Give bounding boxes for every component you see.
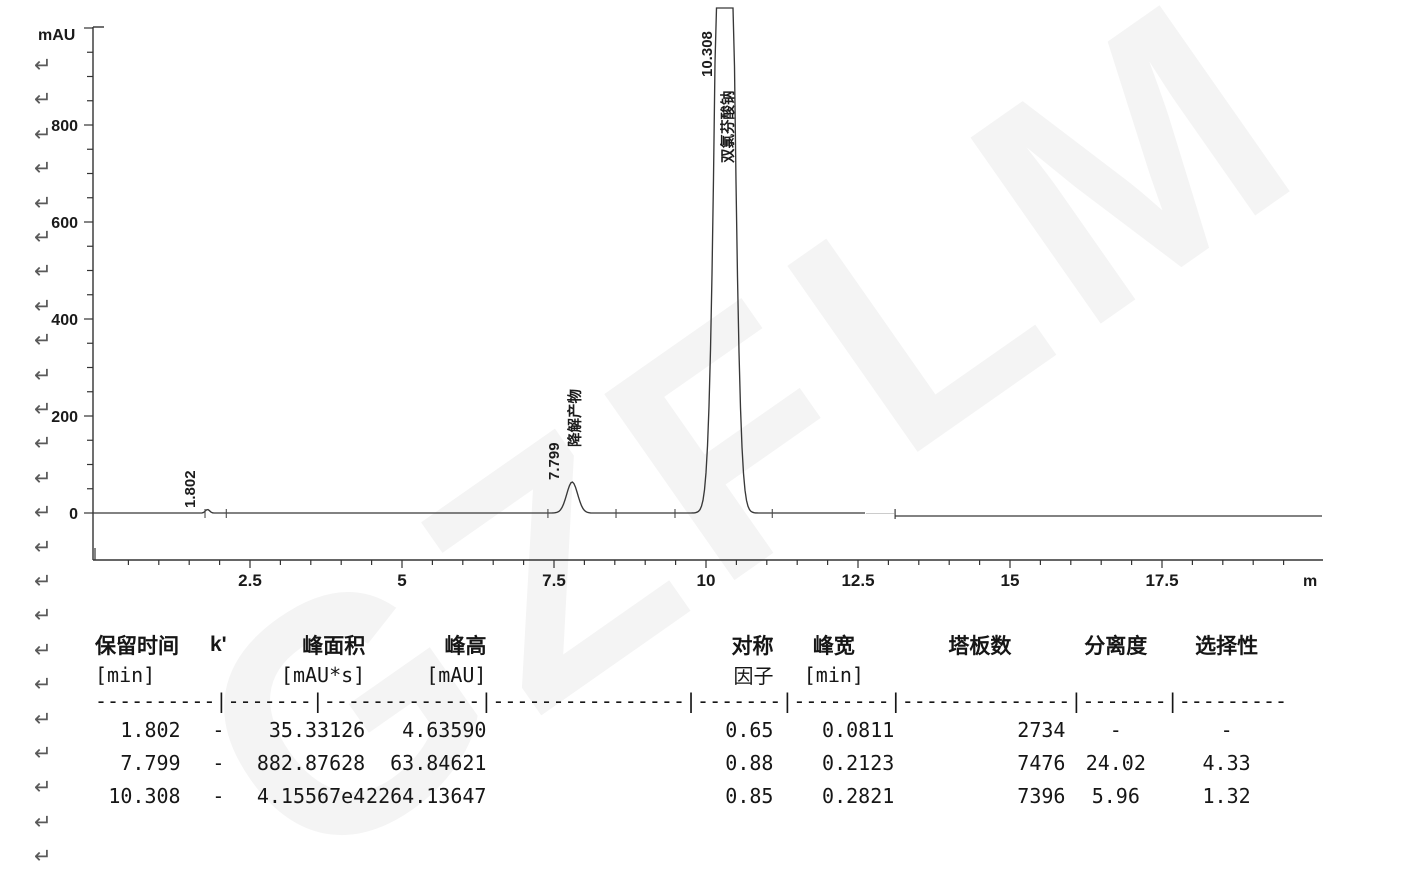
- table-row-1-cell-0: 7.799: [120, 750, 181, 775]
- return-mark: ↵: [34, 844, 52, 869]
- table-row-0-cell-3: 4.63590: [402, 717, 487, 742]
- peak-compound-label: 双氯芬酸钠: [720, 90, 737, 164]
- return-mark: ↵: [34, 293, 52, 318]
- table-row-0-cell-0: 1.802: [120, 717, 181, 742]
- peak-results-table: 保留时间 k' 峰面积 峰高 对称 峰宽 塔板数 分离度 选择性 [min] [mAU*s] [mAU…: [95, 630, 1287, 812]
- col-unit-1: [181, 660, 257, 689]
- table-row-2-cell-8: 1.32: [1202, 783, 1251, 808]
- return-mark: ↵: [34, 259, 52, 284]
- col-unit-2: [mAU*s]: [280, 662, 366, 687]
- y-tick-label: 200: [51, 409, 78, 426]
- y-tick-label: 0: [69, 506, 78, 523]
- col-unit-4: 因子: [733, 664, 774, 688]
- x-tick-label: 7.5: [542, 571, 566, 590]
- return-mark: ↵: [34, 465, 52, 490]
- x-tick-label: 12.5: [841, 571, 874, 590]
- table-row-2-cell-4: 0.85: [725, 783, 774, 808]
- table-row-1-cell-7: 24.02: [1085, 750, 1146, 775]
- col-unit-6: [894, 660, 1065, 689]
- table-row-1-cell-3: 63.84621: [390, 750, 487, 775]
- col-header-1: k': [209, 633, 227, 656]
- margin-return-marks: ↵ ↵ ↵ ↵ ↵ ↵ ↵ ↵ ↵ ↵ ↵ ↵ ↵ ↵ ↵ ↵ ↵ ↵ ↵ ↵ ↵ ↵ ↵ ↵: [0, 0, 70, 879]
- col-header-7: 分离度: [1084, 635, 1148, 658]
- chromatogram-trace: [93, 7, 865, 514]
- return-mark: ↵: [34, 362, 52, 387]
- x-tick-label: 2.5: [238, 571, 262, 590]
- col-unit-8: [1166, 660, 1287, 689]
- y-tick-label: 400: [51, 312, 78, 329]
- return-mark: ↵: [34, 569, 52, 593]
- return-mark: ↵: [34, 121, 52, 146]
- return-mark: ↵: [34, 603, 52, 628]
- return-mark: ↵: [34, 328, 52, 353]
- table-row-0-cell-7: -: [1109, 717, 1122, 742]
- x-axis-unit-label: m: [1303, 573, 1317, 590]
- peak-label-layer: 1.802 7.799 降解产物 10.308 双氯芬酸钠: [181, 31, 737, 508]
- chromatogram-plot: 0 200 400 600 800 mAU 2.5 5 7.5 10 12.5 15 17.5 m: [38, 7, 1323, 590]
- table-row-0-cell-8: -: [1220, 717, 1233, 742]
- col-header-5: 峰宽: [812, 635, 855, 658]
- col-header-8: 选择性: [1195, 635, 1259, 658]
- return-mark: ↵: [34, 87, 52, 112]
- x-tick-label: 10: [697, 571, 716, 590]
- col-header-3: 峰高: [444, 635, 487, 658]
- y-tick-label: 800: [51, 118, 78, 135]
- return-mark: ↵: [34, 397, 52, 421]
- return-mark: ↵: [34, 706, 52, 731]
- return-mark: ↵: [34, 809, 52, 834]
- table-row-2-cell-0: 10.308: [108, 783, 181, 808]
- return-mark: ↵: [34, 156, 52, 181]
- col-header-2: 峰面积: [302, 635, 366, 658]
- return-mark: ↵: [34, 190, 52, 215]
- col-header-0: 保留时间: [95, 635, 179, 658]
- col-unit-7: [1065, 660, 1166, 689]
- return-mark: ↵: [34, 500, 52, 525]
- table-row-1-cell-1: -: [212, 750, 225, 775]
- return-mark: ↵: [34, 225, 52, 249]
- table-row-1-cell-6: 7476: [1017, 750, 1066, 775]
- table-row-0-cell-2: 35.33126: [268, 717, 366, 742]
- return-mark: ↵: [34, 53, 52, 77]
- table-row-2-cell-3: 2264.13647: [366, 783, 487, 808]
- table-row-0-cell-6: 2734: [1017, 717, 1066, 742]
- table-row-1-cell-2: 882.87628: [256, 750, 366, 775]
- table-row-1-cell-4: 0.88: [725, 750, 774, 775]
- x-tick-label: 15: [1001, 571, 1020, 590]
- y-axis-unit-label: mAU: [38, 27, 75, 44]
- return-mark: ↵: [34, 775, 52, 800]
- col-unit-0: [min]: [95, 662, 156, 687]
- col-header-6: 塔板数: [948, 635, 1012, 658]
- y-tick-label: 600: [51, 215, 78, 232]
- col-unit-5: [min]: [803, 662, 864, 687]
- col-header-4: 对称: [731, 635, 774, 658]
- return-mark: ↵: [34, 534, 52, 559]
- x-tick-label: 17.5: [1145, 571, 1178, 590]
- return-mark: ↵: [34, 431, 52, 456]
- table-row-2-cell-7: 5.96: [1091, 783, 1140, 808]
- peak-rt-label: 7.799: [546, 442, 564, 481]
- return-mark: ↵: [34, 672, 52, 697]
- table-row-0-cell-4: 0.65: [725, 717, 774, 742]
- table-row-2-cell-1: -: [212, 783, 225, 808]
- table-row-2-cell-6: 7396: [1017, 783, 1066, 808]
- table-separator: ----------|-------|-------------|-------…: [95, 689, 1288, 713]
- peak-rt-label: 10.308: [698, 31, 716, 77]
- table-row-1-cell-5: 0.2123: [822, 750, 895, 775]
- col-unit-3: [mAU]: [426, 662, 487, 687]
- table-row-2-cell-5: 0.2821: [822, 783, 895, 808]
- table-row-0-cell-5: 0.0811: [822, 717, 895, 742]
- peak-rt-label: 1.802: [181, 469, 199, 508]
- table-row-2-cell-2: 4.15567e4: [256, 783, 366, 808]
- table-row-0-cell-1: -: [212, 717, 225, 742]
- return-mark: ↵: [34, 637, 52, 662]
- return-mark: ↵: [34, 741, 52, 765]
- x-tick-label: 5: [397, 571, 406, 590]
- table-row-1-cell-8: 4.33: [1202, 750, 1251, 775]
- peak-compound-label: 降解产物: [568, 389, 585, 448]
